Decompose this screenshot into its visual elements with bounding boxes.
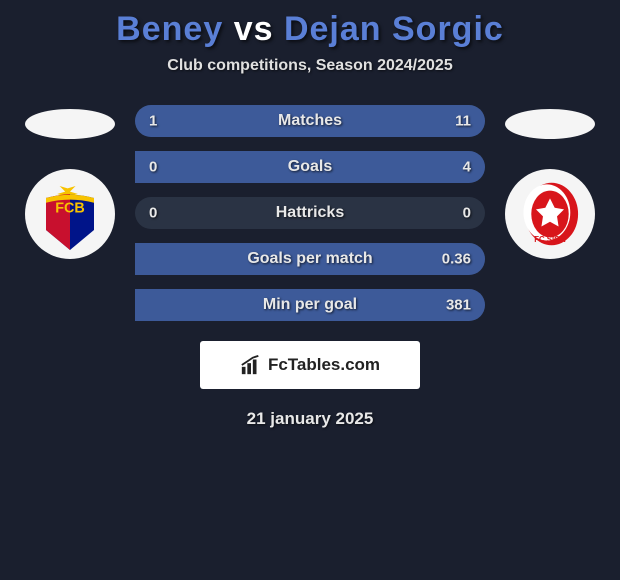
- stat-label: Matches: [278, 112, 342, 130]
- right-country-flag: [505, 109, 595, 139]
- stats-column: 1 Matches 11 0 Goals 4 0 Hattricks 0 Goals per ma…: [135, 105, 485, 321]
- chart-icon: [240, 354, 262, 376]
- stat-value-right: 0: [463, 205, 471, 222]
- date-label: 21 january 2025: [247, 409, 374, 429]
- title: Beney vs Dejan Sorgic: [116, 10, 504, 49]
- brand-text: FcTables.com: [268, 355, 380, 375]
- stat-row: Goals per match 0.36: [135, 243, 485, 275]
- stat-row: Min per goal 381: [135, 289, 485, 321]
- stat-row: 1 Matches 11: [135, 105, 485, 137]
- comparison-card: Beney vs Dejan Sorgic Club competitions,…: [0, 0, 620, 429]
- player1-name: Beney: [116, 10, 223, 48]
- right-side: FC SION: [495, 105, 605, 259]
- svg-text:FCB: FCB: [55, 200, 85, 216]
- stat-label: Hattricks: [276, 204, 344, 222]
- svg-text:FC SION: FC SION: [534, 235, 566, 244]
- basel-crest-icon: FCB: [30, 174, 110, 254]
- stat-value-left: 0: [149, 159, 157, 176]
- stat-row: 0 Hattricks 0: [135, 197, 485, 229]
- player2-name: Dejan Sorgic: [284, 10, 504, 48]
- stat-value-left: 0: [149, 205, 157, 222]
- stat-label: Goals per match: [247, 250, 372, 268]
- subtitle: Club competitions, Season 2024/2025: [167, 57, 452, 75]
- vs-separator: vs: [234, 10, 274, 48]
- fc-basel-crest: FCB: [25, 169, 115, 259]
- stat-value-left: 1: [149, 113, 157, 130]
- stat-value-right: 11: [455, 113, 471, 130]
- main-row: FCB 1 Matches 11 0 Goals 4 0 Hattricks 0 Goals pe…: [0, 105, 620, 321]
- stat-value-right: 0.36: [442, 251, 471, 268]
- stat-label: Goals: [288, 158, 332, 176]
- stat-row: 0 Goals 4: [135, 151, 485, 183]
- brand-box[interactable]: FcTables.com: [200, 341, 420, 389]
- left-country-flag: [25, 109, 115, 139]
- fc-sion-crest: FC SION: [505, 169, 595, 259]
- stat-value-right: 4: [463, 159, 471, 176]
- left-side: FCB: [15, 105, 125, 259]
- stat-value-right: 381: [446, 297, 471, 314]
- stat-label: Min per goal: [263, 296, 357, 314]
- sion-crest-icon: FC SION: [511, 175, 589, 253]
